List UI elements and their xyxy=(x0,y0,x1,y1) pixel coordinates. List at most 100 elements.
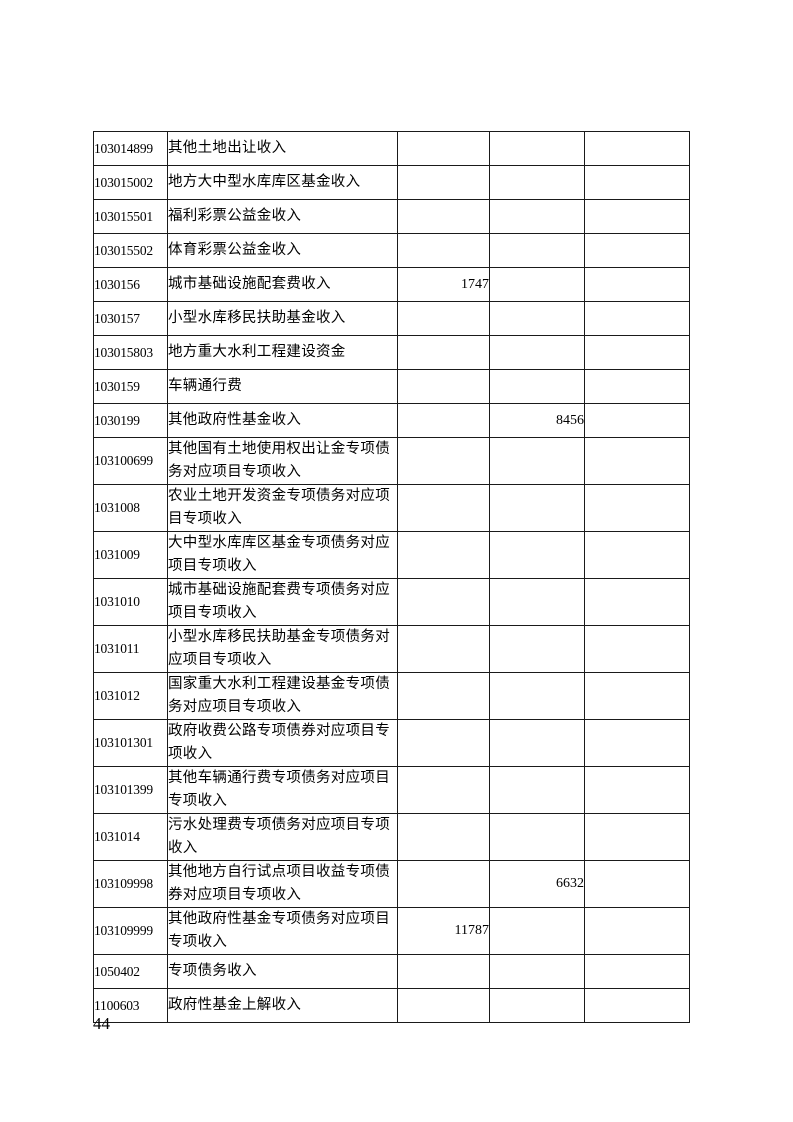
cell-amount-2 xyxy=(489,625,585,673)
cell-amount-1 xyxy=(397,578,490,626)
cell-amount-2 xyxy=(489,988,585,1023)
cell-item-name: 专项债务收入 xyxy=(167,954,398,989)
cell-budget-code: 103015501 xyxy=(93,199,168,234)
cell-item-name: 其他车辆通行费专项债务对应项目专项收入 xyxy=(167,766,398,814)
cell-amount-2 xyxy=(489,335,585,370)
cell-amount-3 xyxy=(584,165,690,200)
cell-amount-3 xyxy=(584,484,690,532)
cell-amount-1 xyxy=(397,233,490,268)
cell-amount-3 xyxy=(584,988,690,1023)
cell-item-name: 大中型水库库区基金专项债务对应项目专项收入 xyxy=(167,531,398,579)
page-number: 44 xyxy=(93,1014,110,1033)
cell-amount-3 xyxy=(584,437,690,485)
cell-amount-1 xyxy=(397,860,490,908)
cell-amount-1 xyxy=(397,484,490,532)
cell-budget-code: 103015803 xyxy=(93,335,168,370)
cell-budget-code: 1100603 xyxy=(93,988,168,1023)
table-row: 1030156 城市基础设施配套费收入 1747 xyxy=(93,267,690,302)
table-row: 103015502 体育彩票公益金收入 xyxy=(93,233,690,268)
cell-amount-2 xyxy=(489,131,585,166)
table-row: 1031008 农业土地开发资金专项债务对应项目专项收入 xyxy=(93,484,690,532)
cell-budget-code: 103014899 xyxy=(93,131,168,166)
cell-amount-2 xyxy=(489,531,585,579)
cell-budget-code: 1031010 xyxy=(93,578,168,626)
cell-amount-3 xyxy=(584,403,690,438)
cell-item-name: 农业土地开发资金专项债务对应项目专项收入 xyxy=(167,484,398,532)
table-row: 103101301 政府收费公路专项债券对应项目专项收入 xyxy=(93,719,690,767)
table-row: 103015002 地方大中型水库库区基金收入 xyxy=(93,165,690,200)
cell-item-name: 地方重大水利工程建设资金 xyxy=(167,335,398,370)
cell-amount-1: 11787 xyxy=(397,907,490,955)
cell-item-name: 小型水库移民扶助基金收入 xyxy=(167,301,398,336)
cell-amount-1 xyxy=(397,199,490,234)
table-row: 103100699 其他国有土地使用权出让金专项债务对应项目专项收入 xyxy=(93,437,690,485)
cell-amount-3 xyxy=(584,578,690,626)
cell-amount-1 xyxy=(397,813,490,861)
table-row: 103101399 其他车辆通行费专项债务对应项目专项收入 xyxy=(93,766,690,814)
table-body: 103014899 其他土地出让收入 103015002 地方大中型水库库区基金收入 1… xyxy=(93,131,690,1023)
cell-amount-1 xyxy=(397,301,490,336)
cell-budget-code: 1031008 xyxy=(93,484,168,532)
table-row: 103109998 其他地方自行试点项目收益专项债券对应项目专项收入 6632 xyxy=(93,860,690,908)
cell-amount-2 xyxy=(489,437,585,485)
cell-amount-3 xyxy=(584,301,690,336)
cell-budget-code: 103101399 xyxy=(93,766,168,814)
cell-amount-3 xyxy=(584,907,690,955)
cell-budget-code: 103109999 xyxy=(93,907,168,955)
cell-amount-3 xyxy=(584,766,690,814)
cell-item-name: 其他国有土地使用权出让金专项债务对应项目专项收入 xyxy=(167,437,398,485)
cell-item-name: 其他土地出让收入 xyxy=(167,131,398,166)
table-row: 1030157 小型水库移民扶助基金收入 xyxy=(93,301,690,336)
cell-amount-1 xyxy=(397,625,490,673)
cell-amount-2 xyxy=(489,301,585,336)
cell-budget-code: 1030156 xyxy=(93,267,168,302)
cell-amount-3 xyxy=(584,719,690,767)
cell-amount-3 xyxy=(584,369,690,404)
cell-amount-1 xyxy=(397,766,490,814)
cell-amount-2 xyxy=(489,267,585,302)
table-row: 1031012 国家重大水利工程建设基金专项债务对应项目专项收入 xyxy=(93,672,690,720)
cell-amount-3 xyxy=(584,199,690,234)
table-row: 1050402 专项债务收入 xyxy=(93,954,690,989)
table-row: 1030159 车辆通行费 xyxy=(93,369,690,404)
cell-budget-code: 1031011 xyxy=(93,625,168,673)
table-row: 1100603 政府性基金上解收入 xyxy=(93,988,690,1023)
cell-amount-2 xyxy=(489,954,585,989)
cell-amount-1 xyxy=(397,131,490,166)
cell-amount-3 xyxy=(584,531,690,579)
cell-amount-3 xyxy=(584,131,690,166)
cell-amount-2 xyxy=(489,165,585,200)
cell-amount-2 xyxy=(489,578,585,626)
cell-amount-3 xyxy=(584,813,690,861)
cell-budget-code: 103109998 xyxy=(93,860,168,908)
cell-amount-3 xyxy=(584,233,690,268)
budget-revenue-table: 103014899 其他土地出让收入 103015002 地方大中型水库库区基金收入 1… xyxy=(93,131,690,1023)
cell-item-name: 小型水库移民扶助基金专项债务对应项目专项收入 xyxy=(167,625,398,673)
cell-budget-code: 1030157 xyxy=(93,301,168,336)
cell-item-name: 其他政府性基金专项债务对应项目专项收入 xyxy=(167,907,398,955)
cell-amount-2: 6632 xyxy=(489,860,585,908)
cell-item-name: 政府收费公路专项债券对应项目专项收入 xyxy=(167,719,398,767)
cell-item-name: 体育彩票公益金收入 xyxy=(167,233,398,268)
cell-amount-3 xyxy=(584,625,690,673)
table-row: 1030199 其他政府性基金收入 8456 xyxy=(93,403,690,438)
cell-amount-3 xyxy=(584,860,690,908)
cell-item-name: 其他地方自行试点项目收益专项债券对应项目专项收入 xyxy=(167,860,398,908)
table-row: 1031009 大中型水库库区基金专项债务对应项目专项收入 xyxy=(93,531,690,579)
cell-amount-1 xyxy=(397,719,490,767)
cell-budget-code: 1030159 xyxy=(93,369,168,404)
cell-amount-2 xyxy=(489,813,585,861)
cell-amount-3 xyxy=(584,954,690,989)
table-row: 103015501 福利彩票公益金收入 xyxy=(93,199,690,234)
cell-item-name: 污水处理费专项债务对应项目专项收入 xyxy=(167,813,398,861)
cell-amount-2 xyxy=(489,719,585,767)
cell-item-name: 城市基础设施配套费专项债务对应项目专项收入 xyxy=(167,578,398,626)
cell-item-name: 地方大中型水库库区基金收入 xyxy=(167,165,398,200)
table-row: 1031011 小型水库移民扶助基金专项债务对应项目专项收入 xyxy=(93,625,690,673)
cell-budget-code: 103101301 xyxy=(93,719,168,767)
cell-amount-2 xyxy=(489,233,585,268)
cell-budget-code: 1031009 xyxy=(93,531,168,579)
cell-amount-1 xyxy=(397,165,490,200)
table-row: 1031014 污水处理费专项债务对应项目专项收入 xyxy=(93,813,690,861)
